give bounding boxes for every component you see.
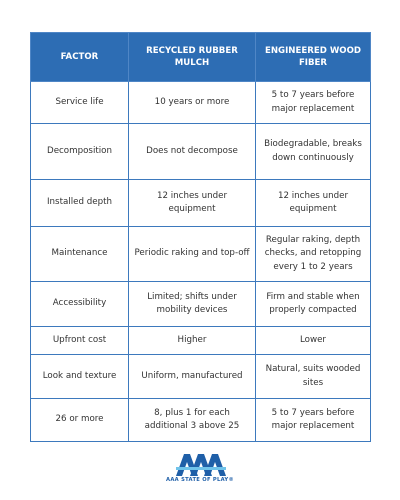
table-cell: 8, plus 1 for each additional 3 above 25 xyxy=(128,398,256,442)
table-cell: Periodic raking and top-off xyxy=(128,226,256,282)
table-cell: 10 years or more xyxy=(128,81,256,124)
table-row: 26 or more 8, plus 1 for each additional … xyxy=(30,398,371,442)
table-cell: Regular raking, depth checks, and retopp… xyxy=(255,226,371,282)
table-cell: Decomposition xyxy=(30,123,129,180)
table-cell: Installed depth xyxy=(30,179,129,227)
table-row: Maintenance Periodic raking and top-off Re… xyxy=(30,226,371,282)
table-cell: Service life xyxy=(30,81,129,124)
table-cell: 26 or more xyxy=(30,398,129,442)
table-cell: Higher xyxy=(128,326,256,355)
table-cell: Upfront cost xyxy=(30,326,129,355)
table-cell: Natural, suits wooded sites xyxy=(255,354,371,399)
table-row: Decomposition Does not decompose Biodegrad… xyxy=(30,123,371,180)
header-row: FACTOR RECYCLED RUBBER MULCH ENGINEERED WO… xyxy=(30,32,371,82)
table-cell: 5 to 7 years before major replacement xyxy=(255,398,371,442)
table-row: Service life 10 years or more 5 to 7 years… xyxy=(30,81,371,124)
header-cell: RECYCLED RUBBER MULCH xyxy=(128,32,256,82)
table-cell: Limited; shifts under mobility devices xyxy=(128,281,256,327)
table-cell: 12 inches under equipment xyxy=(255,179,371,227)
table-row: Installed depth 12 inches under equipment… xyxy=(30,179,371,227)
table-cell: Biodegradable, breaks down continuously xyxy=(255,123,371,180)
table-cell: 5 to 7 years before major replacement xyxy=(255,81,371,124)
table-cell: Uniform, manufactured xyxy=(128,354,256,399)
comparison-table: FACTOR RECYCLED RUBBER MULCH ENGINEERED WO… xyxy=(30,32,371,442)
table-row: Upfront cost Higher Lower xyxy=(30,326,371,355)
table-row: Look and texture Uniform, manufactured Nat… xyxy=(30,354,371,399)
table-cell: Lower xyxy=(255,326,371,355)
table-cell: 12 inches under equipment xyxy=(128,179,256,227)
table-cell: Accessibility xyxy=(30,281,129,327)
header-cell: ENGINEERED WOOD FIBER xyxy=(255,32,371,82)
table-cell: Look and texture xyxy=(30,354,129,399)
table-body: Service life 10 years or more 5 to 7 years… xyxy=(30,81,371,442)
table-cell: Does not decompose xyxy=(128,123,256,180)
table-cell: Maintenance xyxy=(30,226,129,282)
logo-mark xyxy=(176,454,226,476)
table-row: Accessibility Limited; shifts under mobil… xyxy=(30,281,371,327)
table-cell: Firm and stable when properly compacted xyxy=(255,281,371,327)
logo-text: AAA STATE OF PLAY® xyxy=(166,477,234,483)
header-cell: FACTOR xyxy=(30,32,129,82)
